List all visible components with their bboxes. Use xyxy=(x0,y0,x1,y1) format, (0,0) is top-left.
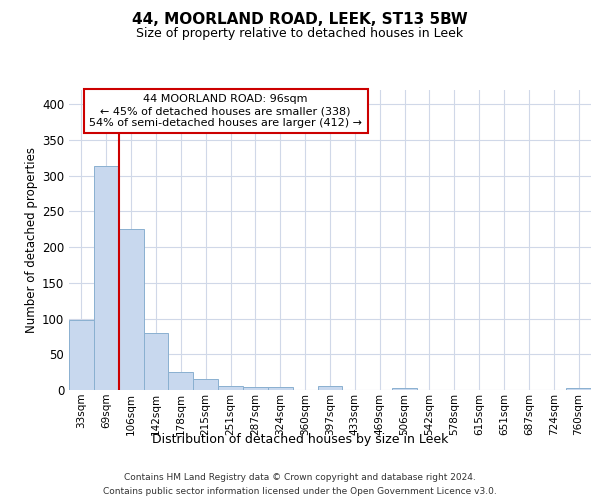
Bar xyxy=(143,333,169,390)
Text: 44, MOORLAND ROAD, LEEK, ST13 5BW: 44, MOORLAND ROAD, LEEK, ST13 5BW xyxy=(132,12,468,28)
Bar xyxy=(69,320,94,390)
Text: Size of property relative to detached houses in Leek: Size of property relative to detached ho… xyxy=(136,28,464,40)
Text: Contains public sector information licensed under the Open Government Licence v3: Contains public sector information licen… xyxy=(103,488,497,496)
Text: Distribution of detached houses by size in Leek: Distribution of detached houses by size … xyxy=(152,432,448,446)
Bar xyxy=(243,387,268,390)
Bar xyxy=(169,372,193,390)
Bar xyxy=(193,380,218,390)
Bar xyxy=(119,230,143,390)
Y-axis label: Number of detached properties: Number of detached properties xyxy=(25,147,38,333)
Bar xyxy=(218,386,243,390)
Text: Contains HM Land Registry data © Crown copyright and database right 2024.: Contains HM Land Registry data © Crown c… xyxy=(124,472,476,482)
Bar xyxy=(268,387,293,390)
Bar xyxy=(566,388,591,390)
Bar xyxy=(392,388,417,390)
Bar xyxy=(317,386,343,390)
Bar xyxy=(94,166,119,390)
Text: 44 MOORLAND ROAD: 96sqm
← 45% of detached houses are smaller (338)
54% of semi-d: 44 MOORLAND ROAD: 96sqm ← 45% of detache… xyxy=(89,94,362,128)
